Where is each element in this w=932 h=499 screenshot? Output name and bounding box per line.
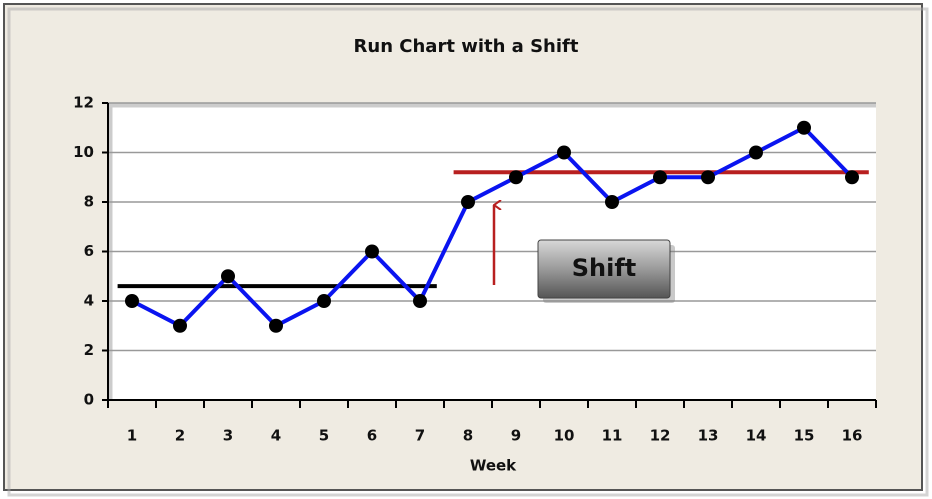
y-tick-label: 2 xyxy=(84,341,94,359)
y-tick-label: 12 xyxy=(73,94,94,112)
data-point xyxy=(173,318,187,333)
data-point xyxy=(365,244,379,259)
data-point xyxy=(749,145,763,160)
data-point xyxy=(557,145,571,160)
data-point xyxy=(317,294,331,308)
x-tick-label: 16 xyxy=(842,427,863,445)
y-tick-label: 0 xyxy=(84,391,94,409)
chart-title: Run Chart with a Shift xyxy=(354,36,579,57)
data-point xyxy=(125,294,139,308)
x-tick-label: 8 xyxy=(463,427,473,445)
data-point xyxy=(797,120,811,135)
x-tick-label: 9 xyxy=(511,427,521,445)
y-tick-label: 10 xyxy=(73,143,94,161)
x-tick-label: 1 xyxy=(127,427,137,445)
x-tick-label: 13 xyxy=(698,427,719,445)
data-point xyxy=(269,318,283,333)
data-point xyxy=(221,269,235,284)
data-point xyxy=(461,195,475,209)
data-point xyxy=(845,170,859,185)
annotation: Shift xyxy=(572,254,637,282)
y-tick-label: 8 xyxy=(84,193,94,211)
x-tick-label: 12 xyxy=(650,427,671,445)
data-point xyxy=(413,294,427,308)
frame-shadow xyxy=(7,7,929,497)
y-tick-label: 4 xyxy=(84,292,94,310)
x-tick-label: 6 xyxy=(367,427,377,445)
y-tick-label: 6 xyxy=(84,242,94,260)
data-point xyxy=(509,170,523,185)
data-line xyxy=(131,125,854,329)
x-tick-label: 14 xyxy=(746,427,767,445)
x-tick-label: 15 xyxy=(794,427,815,445)
data-point xyxy=(653,170,667,185)
x-axis-label: Week xyxy=(470,457,517,475)
x-tick-label: 11 xyxy=(602,427,623,445)
data-point xyxy=(605,195,619,209)
x-tick-label: 10 xyxy=(554,427,575,445)
x-tick-label: 4 xyxy=(271,427,281,445)
data-point xyxy=(701,170,715,185)
x-tick-label: 5 xyxy=(319,427,329,445)
shift-box xyxy=(537,239,671,299)
x-tick-label: 2 xyxy=(175,427,185,445)
x-tick-label: 3 xyxy=(223,427,233,445)
x-tick-label: 7 xyxy=(415,427,425,445)
